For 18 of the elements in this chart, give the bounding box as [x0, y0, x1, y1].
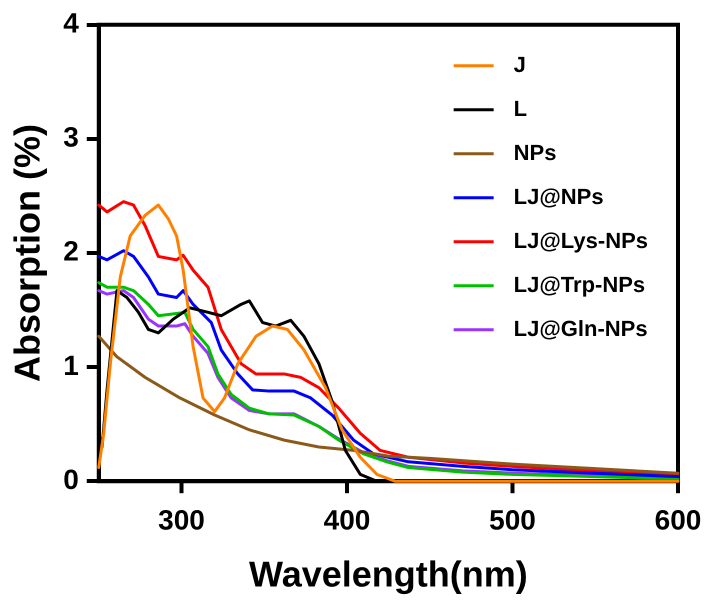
x-tick-label: 300 — [158, 504, 205, 536]
y-tick-label: 3 — [63, 122, 79, 153]
y-tick-label: 4 — [63, 8, 80, 39]
y-tick-label: 1 — [63, 350, 79, 381]
x-axis-title: Wavelength(nm) — [249, 553, 528, 594]
legend-label: LJ@Gln-NPs — [514, 316, 648, 341]
legend-label: NPs — [514, 140, 556, 165]
legend-label: LJ@Lys-NPs — [514, 228, 648, 253]
x-tick-label: 400 — [324, 504, 370, 536]
x-tick-label: 500 — [489, 504, 536, 536]
y-tick-label: 0 — [63, 464, 79, 495]
legend-label: LJ@Trp-NPs — [514, 272, 646, 297]
y-tick-label: 2 — [63, 236, 79, 267]
legend-label: J — [514, 52, 526, 77]
legend-label: LJ@NPs — [514, 184, 604, 209]
legend-label: L — [514, 96, 528, 121]
x-tick-label: 600 — [654, 504, 702, 536]
y-axis-title: Absorption (%) — [6, 124, 48, 382]
